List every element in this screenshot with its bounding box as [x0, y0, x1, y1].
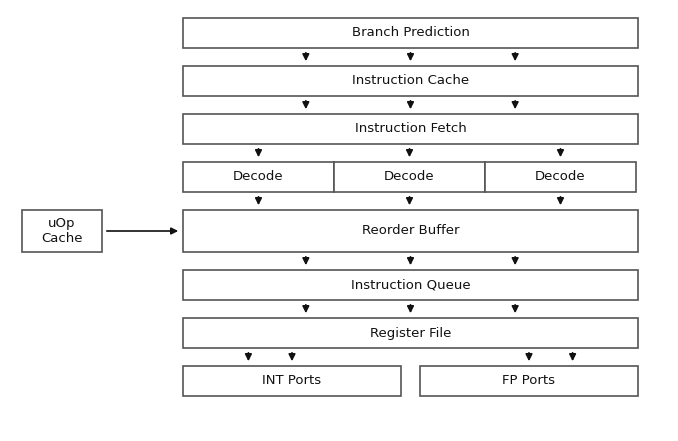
Text: FP Ports: FP Ports — [502, 374, 555, 388]
Text: Reorder Buffer: Reorder Buffer — [362, 224, 459, 238]
Bar — [183, 366, 401, 396]
Text: INT Ports: INT Ports — [262, 374, 321, 388]
Bar — [183, 114, 638, 144]
Bar — [183, 162, 334, 192]
Bar — [22, 210, 102, 252]
Text: uOp
Cache: uOp Cache — [41, 217, 83, 245]
Bar — [183, 318, 638, 348]
Bar — [420, 366, 638, 396]
Text: Decode: Decode — [535, 171, 586, 183]
Text: Decode: Decode — [384, 171, 435, 183]
Bar — [183, 18, 638, 48]
Text: Instruction Cache: Instruction Cache — [352, 75, 469, 87]
Text: Instruction Queue: Instruction Queue — [351, 279, 471, 292]
Bar — [485, 162, 636, 192]
Bar — [183, 66, 638, 96]
Text: Branch Prediction: Branch Prediction — [352, 26, 469, 40]
Text: Register File: Register File — [370, 326, 451, 340]
Bar — [183, 210, 638, 252]
Text: Instruction Fetch: Instruction Fetch — [355, 123, 466, 135]
Bar — [183, 270, 638, 300]
Bar — [334, 162, 485, 192]
Text: Decode: Decode — [233, 171, 284, 183]
